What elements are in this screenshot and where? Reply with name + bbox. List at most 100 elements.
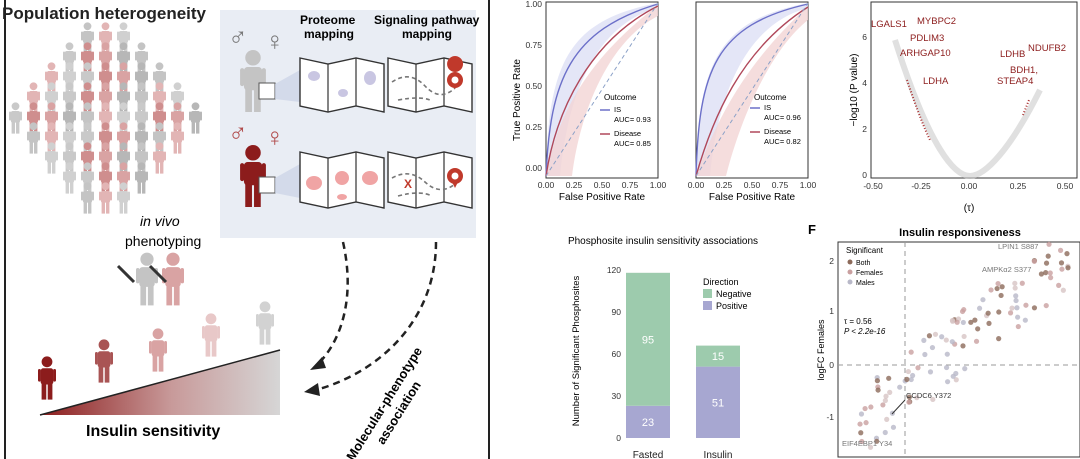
scatter-point — [922, 351, 928, 358]
legend-positive: Positive — [716, 301, 748, 311]
scatter-point — [874, 378, 881, 384]
crowd-person — [9, 102, 22, 134]
scatter-point — [949, 317, 956, 324]
svg-text:0.25: 0.25 — [566, 180, 583, 190]
svg-text:1: 1 — [829, 306, 834, 316]
bar-negative — [626, 272, 670, 406]
crowd-of-people — [9, 22, 202, 214]
bar-data-label: 23 — [642, 417, 654, 429]
svg-text:AUC= 0.82: AUC= 0.82 — [764, 137, 801, 146]
bar-category-label: Fasted — [633, 450, 664, 459]
gene-label: NDUFB2 — [1028, 43, 1066, 54]
scatter-point — [1031, 305, 1038, 311]
x-mark: X — [404, 177, 412, 191]
scatter-point — [998, 292, 1004, 299]
scatter-point — [1048, 275, 1054, 281]
bar-category-label: Insulin — [704, 450, 733, 459]
male-symbol-icon: ♂ — [228, 118, 248, 148]
scatter-point — [1059, 266, 1065, 272]
svg-text:Males: Males — [856, 280, 875, 287]
svg-text:0.25: 0.25 — [716, 180, 733, 190]
location-pin-icon — [447, 168, 463, 188]
scatter-point — [954, 319, 960, 325]
scatter-point — [1043, 270, 1049, 276]
scatter-point — [939, 334, 945, 340]
svg-text:Disease: Disease — [764, 127, 791, 136]
svg-text:0.50: 0.50 — [744, 180, 761, 190]
svg-text:2: 2 — [829, 256, 834, 266]
scatter-point — [932, 331, 939, 337]
scatter-point — [1043, 302, 1049, 309]
crowd-person — [45, 142, 58, 174]
scatter-point — [1047, 270, 1053, 276]
scatter-point — [857, 421, 863, 427]
bar-y-tick: 60 — [612, 349, 622, 359]
svg-text:0.75: 0.75 — [622, 180, 639, 190]
bar-y-tick: 120 — [607, 265, 621, 275]
scatter-point — [996, 336, 1002, 342]
dashed-arrow-upper — [317, 241, 349, 365]
scatter-point — [886, 375, 892, 381]
scatter-point — [868, 404, 874, 410]
signaling-map — [387, 57, 473, 113]
svg-text:1.00: 1.00 — [650, 180, 667, 190]
svg-text:False Positive Rate: False Positive Rate — [709, 192, 796, 203]
point-label: CCDC6 Y372 — [906, 391, 951, 400]
scatter-point — [875, 387, 881, 393]
scatter-point — [905, 368, 911, 375]
scatter-point — [906, 394, 912, 400]
roc-xlabel: False Positive Rate — [559, 192, 646, 203]
scatter-point — [908, 349, 914, 355]
svg-text:Females: Females — [856, 270, 883, 277]
phenotyping-people — [136, 252, 184, 306]
svg-text:Outcome: Outcome — [754, 93, 787, 102]
svg-text:2: 2 — [862, 124, 867, 134]
scatter-point — [1014, 305, 1020, 311]
svg-text:0.75: 0.75 — [525, 40, 542, 50]
svg-text:0.00: 0.00 — [525, 163, 542, 173]
male-symbol-icon: ♂ — [228, 22, 248, 52]
scatter-point — [858, 430, 864, 436]
roc-curves: True Positive Rate 1.00 0.75 0.50 0.25 0… — [512, 0, 817, 203]
scatter-title: Insulin responsiveness — [899, 227, 1021, 239]
svg-text:IS: IS — [764, 103, 771, 112]
scatter-point — [867, 444, 874, 450]
scatter-point — [1056, 282, 1062, 288]
scatter-point — [882, 429, 888, 436]
signaling-label: Signaling pathway — [374, 13, 480, 27]
scatter-point — [995, 280, 1001, 287]
scatter-point — [874, 438, 880, 444]
scatter-point — [953, 377, 959, 383]
volcano-plot: −log10 (P value) 6 4 2 0 LGALS1 MYBPC2 P… — [849, 1, 1078, 214]
scatter-point — [988, 287, 994, 293]
scatter-point — [973, 338, 980, 344]
proteome-label: Proteome — [300, 13, 356, 27]
scatter-point — [927, 369, 934, 375]
scatter-point — [975, 326, 981, 332]
bar-y-tick: 30 — [612, 391, 622, 401]
scatter-point — [897, 384, 903, 390]
scatter-point — [904, 376, 910, 382]
svg-text:Both: Both — [856, 260, 871, 267]
scatter-point — [1019, 280, 1025, 286]
scatter-point — [1015, 323, 1021, 330]
scatter-point — [862, 405, 868, 412]
scatter-point — [1043, 260, 1050, 266]
crowd-person — [171, 122, 184, 154]
svg-text:0.25: 0.25 — [1010, 181, 1027, 191]
legend-swatch-positive — [703, 301, 712, 310]
scatter-point — [883, 393, 889, 399]
roc-legend-title: Outcome — [604, 93, 637, 102]
svg-text:phenotyping: phenotyping — [125, 233, 201, 249]
scatter-point — [1057, 247, 1064, 253]
svg-text:IS: IS — [614, 105, 621, 114]
crowd-person — [117, 182, 130, 214]
svg-text:0.75: 0.75 — [772, 180, 789, 190]
scatter-point — [960, 343, 966, 349]
svg-text:0.50: 0.50 — [525, 81, 542, 91]
scatter-point — [1038, 271, 1045, 277]
scatter-point — [1058, 260, 1065, 266]
svg-text:0.00: 0.00 — [688, 180, 705, 190]
scatter-point — [908, 376, 914, 383]
crowd-person — [27, 122, 40, 154]
